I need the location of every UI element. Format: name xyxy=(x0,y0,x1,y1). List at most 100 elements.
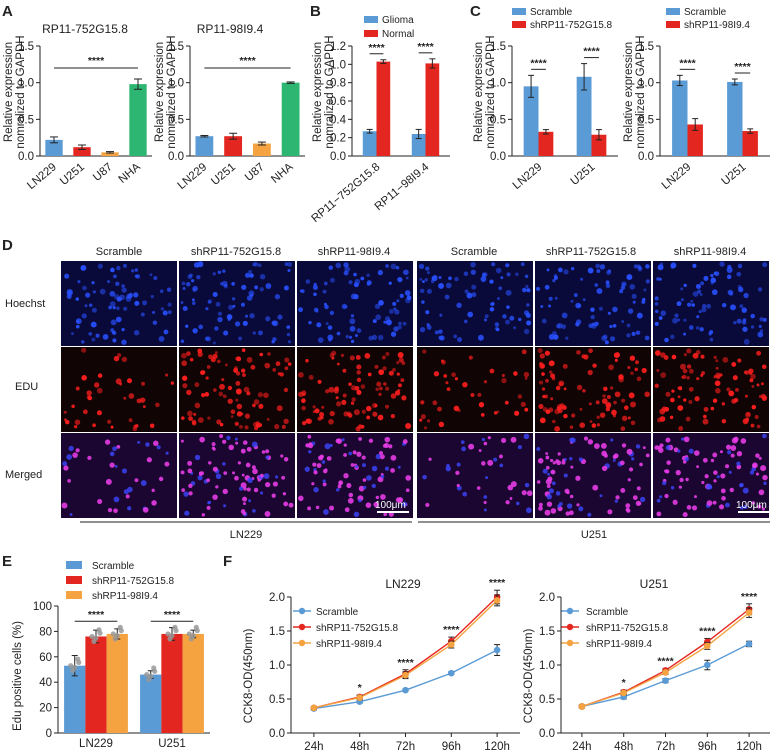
y-tick-label: 1.5 xyxy=(269,626,285,638)
legend-swatch-glioma xyxy=(364,16,378,23)
microscopy-image xyxy=(417,347,533,432)
x-tick-label: 72h xyxy=(656,741,675,753)
cell-nucleus xyxy=(501,374,505,378)
cell-nucleus xyxy=(563,413,568,419)
cell-nucleus xyxy=(316,322,322,328)
cell-nucleus xyxy=(751,404,757,410)
cell-nucleus xyxy=(160,307,165,311)
cell-nucleus xyxy=(720,488,726,494)
cell-nucleus xyxy=(199,436,205,443)
cell-nucleus xyxy=(241,284,247,290)
cell-nucleus xyxy=(481,437,486,442)
cell-nucleus xyxy=(181,352,187,359)
cell-nucleus xyxy=(526,490,533,497)
cell-nucleus xyxy=(599,264,606,270)
cell-nucleus xyxy=(341,303,348,310)
cell-nucleus xyxy=(377,414,384,421)
cell-nucleus xyxy=(733,397,739,403)
cell-nucleus xyxy=(114,464,118,468)
panel-f-left-title: LN229 xyxy=(385,577,421,591)
cell-nucleus xyxy=(107,508,113,513)
cell-nucleus xyxy=(654,296,659,301)
cell-nucleus xyxy=(388,281,392,285)
cell-nucleus xyxy=(729,291,734,296)
cell-nucleus xyxy=(548,488,554,494)
cell-nucleus xyxy=(343,453,347,457)
cell-nucleus xyxy=(612,306,618,313)
cell-nucleus xyxy=(240,482,247,489)
cell-nucleus xyxy=(571,413,576,418)
cell-nucleus xyxy=(318,455,324,461)
cell-nucleus xyxy=(308,442,312,446)
cell-nucleus xyxy=(702,418,709,425)
cell-nucleus xyxy=(398,321,402,326)
cell-nucleus xyxy=(224,283,228,287)
cell-nucleus xyxy=(696,465,700,469)
cell-nucleus xyxy=(752,463,757,469)
significance-label: **** xyxy=(679,57,696,69)
cell-nucleus xyxy=(227,317,231,321)
cell-nucleus xyxy=(298,495,304,502)
cell-nucleus xyxy=(96,387,103,394)
cell-nucleus xyxy=(283,387,289,393)
cell-nucleus xyxy=(701,371,706,375)
cell-nucleus xyxy=(390,393,397,399)
cell-nucleus xyxy=(721,496,726,501)
cell-nucleus xyxy=(565,511,570,516)
cell-nucleus xyxy=(253,261,258,267)
cell-nucleus xyxy=(349,355,355,361)
cell-nucleus xyxy=(426,271,430,275)
y-tick-label: 0.0 xyxy=(638,151,654,163)
cell-nucleus xyxy=(375,387,379,391)
cell-nucleus xyxy=(235,356,240,361)
data-point xyxy=(110,631,116,637)
cell-nucleus xyxy=(639,496,646,503)
cell-nucleus xyxy=(361,409,366,414)
cell-nucleus xyxy=(645,279,650,284)
cell-nucleus xyxy=(713,479,717,483)
cell-nucleus xyxy=(614,358,618,362)
cell-nucleus xyxy=(67,479,71,483)
cell-nucleus xyxy=(749,378,754,383)
cell-nucleus xyxy=(193,262,200,268)
x-tick-label: LN229 xyxy=(660,161,694,192)
cell-nucleus xyxy=(397,352,404,358)
cell-nucleus xyxy=(600,443,607,449)
cell-nucleus xyxy=(524,407,529,412)
cell-nucleus xyxy=(480,276,487,283)
microscopy-image xyxy=(297,433,413,518)
cell-nucleus xyxy=(609,336,616,342)
bar xyxy=(687,124,703,156)
data-point xyxy=(117,624,123,630)
cell-nucleus xyxy=(575,319,582,325)
cell-nucleus xyxy=(401,395,407,401)
cell-nucleus xyxy=(759,317,764,322)
cell-nucleus xyxy=(128,418,133,423)
significance-label: **** xyxy=(239,55,256,67)
cell-nucleus xyxy=(696,315,700,319)
cell-nucleus xyxy=(258,403,264,409)
cell-nucleus xyxy=(691,505,698,511)
y-tick-label: 1.0 xyxy=(269,660,285,672)
legend-label-shrp11-752g15-8: shRP11-752G15.8 xyxy=(92,576,175,587)
legend-label-scramble: Scramble xyxy=(684,7,727,18)
cell-nucleus xyxy=(430,279,435,284)
cell-nucleus xyxy=(261,450,266,454)
cell-nucleus xyxy=(750,325,755,329)
cell-nucleus xyxy=(630,371,634,375)
cell-nucleus xyxy=(608,364,614,371)
cell-nucleus xyxy=(725,502,730,508)
cell-nucleus xyxy=(301,390,307,396)
cell-nucleus xyxy=(619,289,624,294)
cell-nucleus xyxy=(694,495,697,499)
bar xyxy=(281,82,300,156)
cell-nucleus xyxy=(687,302,692,307)
cell-nucleus xyxy=(483,318,488,322)
cell-nucleus xyxy=(471,292,477,298)
cell-nucleus xyxy=(582,298,586,302)
cell-nucleus xyxy=(754,414,759,420)
cell-nucleus xyxy=(696,376,700,381)
cell-nucleus xyxy=(605,280,610,285)
cell-nucleus xyxy=(557,504,561,508)
cell-nucleus xyxy=(375,495,380,500)
